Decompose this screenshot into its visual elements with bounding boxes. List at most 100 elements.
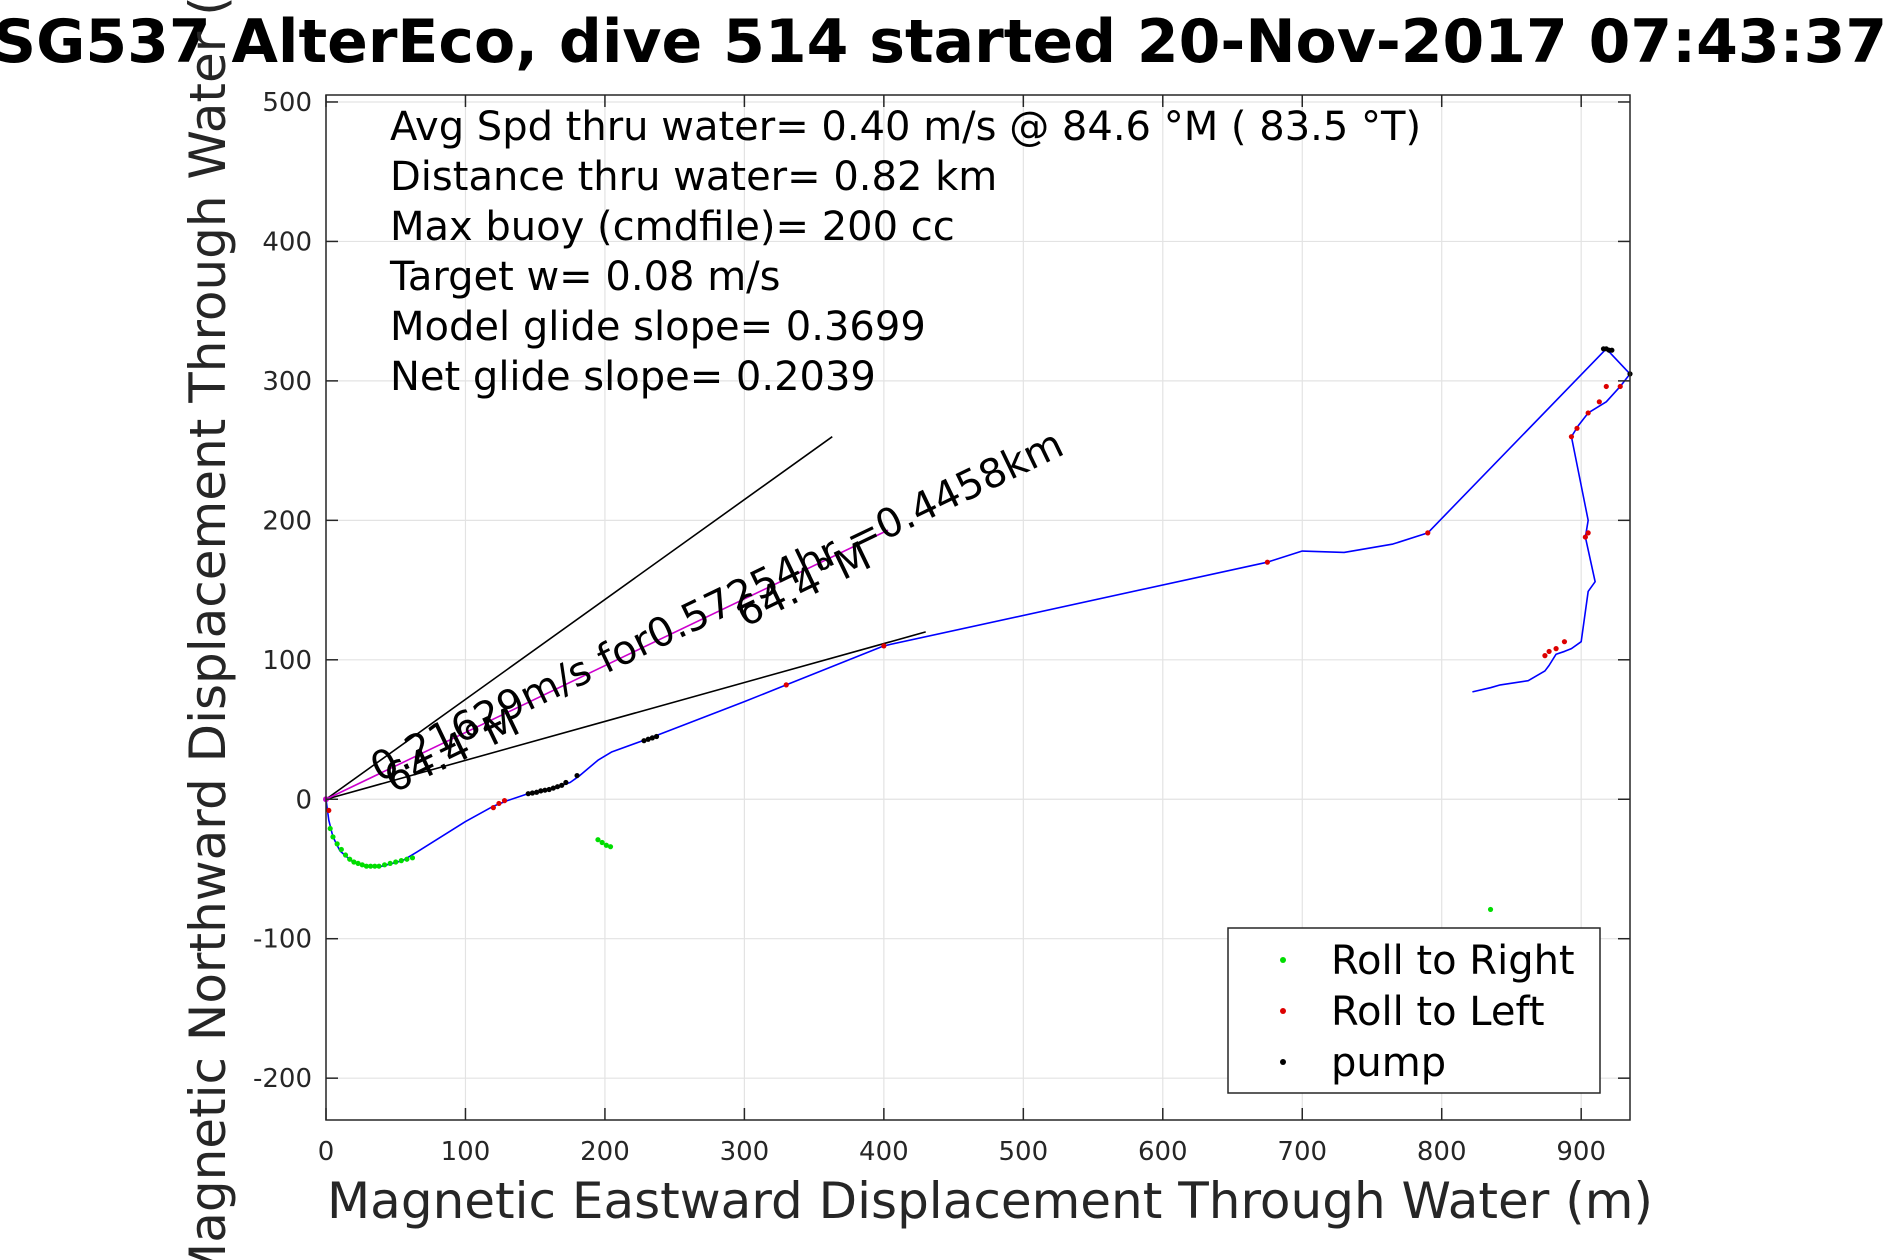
roll-left-point — [1585, 530, 1591, 536]
y-axis-label: Magnetic Northward Displacement Through … — [179, 0, 237, 1260]
roll-right-point — [355, 860, 361, 867]
pump-point — [1609, 347, 1615, 353]
annotation-line: Avg Spd thru water= 0.40 m/s @ 84.6 °M (… — [390, 104, 1421, 150]
legend-marker — [1280, 957, 1286, 963]
roll-left-point — [1585, 410, 1591, 416]
x-tick-label: 500 — [999, 1137, 1049, 1167]
y-tick-label: 400 — [262, 227, 312, 257]
series-layer — [323, 346, 1633, 913]
roll-right-point — [387, 860, 393, 867]
pump-point — [542, 787, 548, 793]
x-tick-label: 400 — [859, 1137, 909, 1167]
roll-left-point — [1546, 648, 1552, 655]
roll-right-point — [327, 825, 333, 832]
axis-ticks: 0 100 200 300 400 500 600 700 800 900 -200 -100 0 100… — [253, 88, 1630, 1167]
pump-point — [525, 791, 531, 797]
x-tick-label: 200 — [580, 1137, 630, 1167]
roll-left-point — [1425, 530, 1431, 536]
roll-left-point — [1264, 559, 1270, 565]
y-tick-label: 0 — [295, 785, 312, 815]
x-tick-label: 700 — [1277, 1137, 1327, 1167]
pump-point — [538, 788, 544, 794]
y-tick-label: 300 — [262, 367, 312, 397]
roll-left-point — [496, 800, 502, 807]
roll-left-point — [881, 643, 887, 649]
roll-right-point — [342, 852, 349, 858]
x-tick-label: 900 — [1556, 1137, 1606, 1167]
roll-left-point — [326, 807, 332, 814]
annotation-line: Model glide slope= 0.3699 — [390, 304, 926, 350]
pump-point — [546, 786, 552, 793]
pump-point — [649, 735, 655, 741]
pump-point — [653, 733, 660, 740]
pump-point — [533, 789, 540, 795]
roll-right-point — [363, 863, 370, 869]
roll-right-point — [338, 846, 344, 853]
roll-left-point — [1568, 434, 1575, 440]
roll-left-point — [783, 682, 789, 688]
roll-left-point — [1582, 534, 1588, 540]
pump-point — [641, 738, 647, 744]
annotation-line: Max buoy (cmdfile)= 200 cc — [390, 204, 955, 250]
current-line — [325, 529, 889, 800]
roll-left-point — [1596, 399, 1602, 405]
roll-right-point — [404, 856, 410, 862]
roll-left-point — [1617, 383, 1623, 390]
roll-right-point — [334, 841, 340, 847]
roll-right-point — [603, 842, 609, 848]
legend-label: Roll to Right — [1331, 938, 1575, 984]
pump-point — [645, 736, 651, 742]
roll-left-point — [1561, 639, 1568, 645]
y-tick-label: 500 — [262, 88, 312, 118]
annotation-line: Target w= 0.08 m/s — [389, 254, 780, 300]
heading-wedge-upper-line — [325, 436, 833, 800]
x-tick-label: 100 — [441, 1137, 491, 1167]
annotation-line: Distance thru water= 0.82 km — [390, 154, 997, 200]
roll-left-point — [490, 805, 496, 811]
roll-right-point — [1487, 906, 1494, 913]
legend-label: pump — [1331, 1040, 1446, 1086]
roll-left-point — [1574, 425, 1580, 431]
roll-left-point — [1553, 646, 1559, 652]
legend-marker — [1280, 1059, 1286, 1065]
roll-left-point — [1542, 653, 1548, 659]
pump-point — [529, 790, 536, 796]
roll-right-point — [359, 862, 365, 868]
pump-point — [574, 772, 580, 779]
roll-right-point — [409, 855, 416, 861]
pump-point — [550, 785, 556, 791]
y-tick-label: 200 — [262, 506, 312, 536]
legend-box — [1227, 927, 1601, 1094]
roll-right-point — [595, 837, 601, 843]
annotation-line: Net glide slope= 0.2039 — [390, 354, 876, 400]
legend-label: Roll to Left — [1331, 989, 1545, 1035]
y-tick-label: -100 — [253, 925, 312, 955]
plot-frame — [325, 94, 1631, 1121]
roll-right-point — [368, 863, 374, 869]
y-tick-label: -200 — [253, 1064, 312, 1094]
x-tick-label: 800 — [1417, 1137, 1467, 1167]
x-axis-label: Magnetic Eastward Displacement Through W… — [327, 1172, 1653, 1230]
roll-right-point — [393, 859, 399, 865]
roll-right-point — [351, 859, 357, 865]
chart-title: SG537 AlterEco, dive 514 started 20-Nov-… — [0, 7, 1887, 77]
roll-right-point — [376, 863, 382, 869]
roll-right-point — [330, 834, 336, 840]
roll-right-point — [599, 839, 605, 846]
roll-right-point — [347, 856, 353, 862]
legend-marker — [1280, 1008, 1286, 1014]
roll-right-point — [607, 844, 614, 850]
pump-point — [563, 779, 569, 786]
roll-right-point — [372, 863, 378, 869]
pump-point — [559, 782, 565, 788]
roll-left-point — [1603, 383, 1609, 390]
pump-point — [554, 784, 561, 790]
roll-right-point — [381, 862, 388, 868]
roll-left-point — [501, 798, 508, 804]
roll-right-point — [398, 858, 404, 864]
x-tick-label: 300 — [720, 1137, 770, 1167]
annotations: Avg Spd thru water= 0.40 m/s @ 84.6 °M (… — [389, 104, 1421, 400]
x-tick-label: 0 — [318, 1137, 335, 1167]
legend: Roll to Right Roll to Left pump — [1227, 927, 1601, 1094]
